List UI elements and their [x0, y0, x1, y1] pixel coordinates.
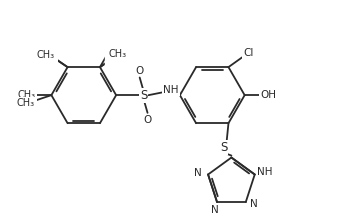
Text: CH₃: CH₃	[39, 51, 57, 61]
Text: CH₃: CH₃	[107, 51, 126, 61]
Text: CH₃: CH₃	[18, 90, 36, 100]
Text: NH: NH	[257, 167, 272, 177]
Text: S: S	[220, 141, 227, 154]
Text: O: O	[135, 66, 144, 76]
Text: N: N	[250, 199, 258, 209]
Bar	[105, 48, 139, 67]
Text: N: N	[194, 167, 202, 178]
Text: NH: NH	[163, 85, 179, 95]
Text: OH: OH	[260, 90, 276, 100]
Text: CH₃: CH₃	[17, 98, 35, 108]
Text: CH₃: CH₃	[108, 49, 127, 59]
Text: N: N	[211, 205, 219, 215]
Bar	[0, 87, 32, 103]
Text: O: O	[144, 115, 152, 125]
Bar	[19, 48, 53, 67]
Text: CH₃: CH₃	[37, 50, 55, 60]
Text: S: S	[140, 89, 147, 102]
Text: Cl: Cl	[243, 48, 253, 58]
